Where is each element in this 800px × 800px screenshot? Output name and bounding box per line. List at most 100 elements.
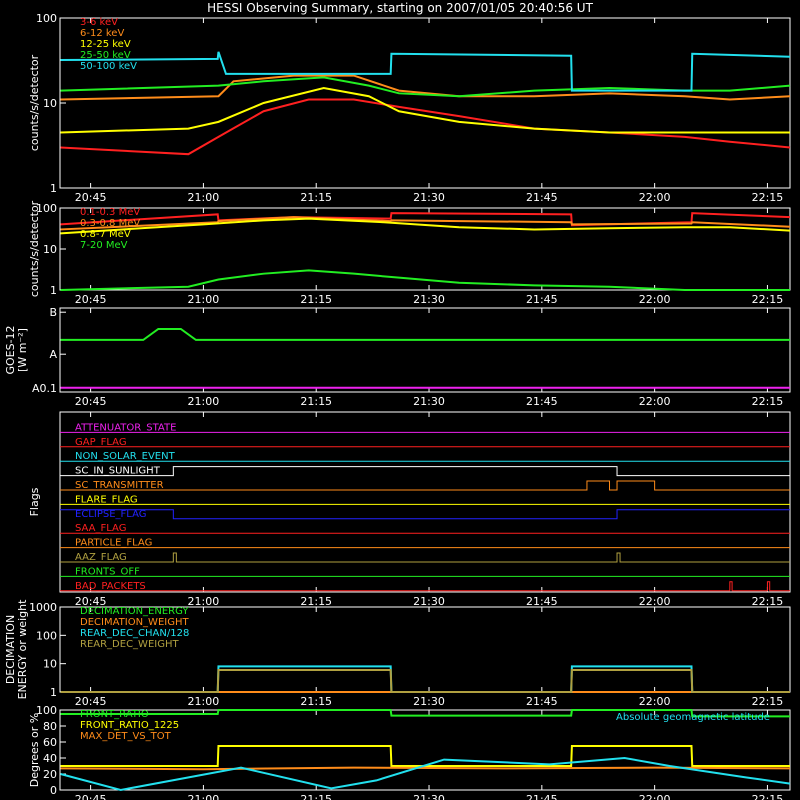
series-line [60, 756, 791, 792]
x-tick-label: 21:30 [413, 395, 445, 408]
y-tick-label: 10 [43, 658, 57, 671]
flag-line [60, 480, 790, 491]
x-tick-label: 22:15 [752, 191, 784, 204]
series-line [60, 269, 790, 291]
y-tick-label: 100 [36, 629, 57, 642]
legend-label: MAX_DET_VS_TOT [80, 731, 172, 742]
flag-label: AAZ_FLAG [75, 552, 127, 563]
legend-label: 7-20 MeV [80, 240, 128, 251]
figure-title: HESSI Observing Summary, starting on 200… [207, 1, 593, 15]
flag-label: GAP_FLAG [75, 437, 127, 448]
x-tick-label: 20:45 [75, 191, 107, 204]
flag-label: BAD_PACKETS [75, 581, 146, 592]
flag-line [60, 509, 790, 520]
x-tick-label: 21:30 [413, 695, 445, 708]
flag-line [60, 581, 790, 592]
y-tick-label: A0.1 [32, 382, 57, 395]
y-tick-label: 100 [36, 704, 57, 717]
x-tick-label: 21:15 [300, 595, 332, 608]
y-axis-label: GOES-12 [4, 325, 17, 374]
y-axis-label: counts/s/detector [28, 54, 41, 151]
legend-label: 25-50 keV [80, 50, 131, 61]
x-tick-label: 21:15 [300, 793, 332, 800]
legend-label: DECIMATION_ENERGY [80, 606, 189, 617]
x-tick-label: 21:00 [188, 595, 220, 608]
x-tick-label: 22:15 [752, 695, 784, 708]
y-tick-label: 10 [43, 97, 57, 110]
x-tick-label: 22:00 [639, 191, 671, 204]
x-tick-label: 22:15 [752, 793, 784, 800]
y-axis-label: counts/s/detector [28, 200, 41, 297]
flag-label: PARTICLE_FLAG [75, 538, 152, 549]
y-tick-label: 60 [43, 736, 57, 749]
y-axis-label: DECIMATION [4, 615, 17, 684]
x-tick-label: 22:00 [639, 595, 671, 608]
x-tick-label: 21:00 [188, 793, 220, 800]
x-tick-label: 21:45 [526, 595, 558, 608]
y-tick-label: 1 [50, 284, 57, 297]
legend-label: DECIMATION_WEIGHT [80, 617, 189, 628]
legend-label: 0.8-7 MeV [80, 229, 131, 240]
series-line [60, 216, 791, 231]
series-line [60, 87, 790, 134]
x-tick-label: 22:00 [639, 293, 671, 306]
panel-frame-goes [59, 307, 791, 393]
series-line [60, 745, 790, 767]
x-tick-label: 21:15 [300, 191, 332, 204]
flag-label: SC_TRANSMITTER [75, 480, 164, 491]
flag-line [60, 552, 790, 563]
x-tick-label: 21:30 [413, 293, 445, 306]
legend-label: 0.1-0.3 MeV [80, 207, 140, 218]
legend-label: REAR_DEC_CHAN/128 [80, 628, 189, 639]
y-axis-label-2: [W m⁻²] [16, 328, 29, 372]
x-tick-label: 21:15 [300, 293, 332, 306]
y-axis-label-2: ENERGY or weight [16, 599, 29, 699]
series-line [60, 212, 791, 227]
panel-frame-flags [59, 411, 791, 593]
x-tick-label: 21:45 [526, 191, 558, 204]
y-tick-label: 100 [36, 202, 57, 215]
series-line [60, 217, 791, 235]
y-tick-label: 1 [50, 182, 57, 195]
x-tick-label: 21:45 [526, 395, 558, 408]
x-tick-label: 21:30 [413, 595, 445, 608]
flag-label: FRONTS_OFF [75, 566, 140, 577]
series-line [60, 51, 791, 92]
flag-label: NON_SOLAR_EVENT [75, 451, 176, 462]
x-tick-label: 21:00 [188, 293, 220, 306]
legend-label: 12-25 keV [80, 39, 131, 50]
x-tick-label: 22:15 [752, 395, 784, 408]
flag-label: ATTENUATOR_STATE [75, 422, 176, 433]
legend-label: 50-100 keV [80, 61, 137, 72]
y-tick-label: B [49, 306, 57, 319]
x-tick-label: 21:45 [526, 695, 558, 708]
legend-label: 6-12 keV [80, 28, 124, 39]
x-tick-label: 21:00 [188, 395, 220, 408]
y-tick-label: 0 [50, 784, 57, 797]
legend-label-right: Absolute geomagnetic latitude [616, 712, 770, 723]
flag-line [60, 466, 790, 477]
x-tick-label: 22:00 [639, 695, 671, 708]
x-tick-label: 20:45 [75, 293, 107, 306]
legend-label: FRONT_RATIO_1225 [80, 720, 179, 731]
y-tick-label: 80 [43, 720, 57, 733]
y-axis-label: Degrees or % [28, 713, 41, 787]
x-tick-label: 20:45 [75, 595, 107, 608]
panel-frame-low-energy [59, 17, 791, 189]
x-tick-label: 21:45 [526, 793, 558, 800]
legend-label: 3-6 keV [80, 17, 118, 28]
y-tick-label: 10 [43, 243, 57, 256]
x-tick-label: 20:45 [75, 793, 107, 800]
flag-label: SAA_FLAG [75, 523, 126, 534]
series-line [60, 709, 790, 718]
y-tick-label: 40 [43, 752, 57, 765]
x-tick-label: 20:45 [75, 395, 107, 408]
x-tick-label: 22:15 [752, 595, 784, 608]
x-tick-label: 22:00 [639, 793, 671, 800]
x-tick-label: 21:30 [413, 191, 445, 204]
y-tick-label: 20 [43, 768, 57, 781]
x-tick-label: 22:00 [639, 395, 671, 408]
x-tick-label: 20:45 [75, 695, 107, 708]
flag-label: ECLIPSE_FLAG [75, 509, 146, 520]
